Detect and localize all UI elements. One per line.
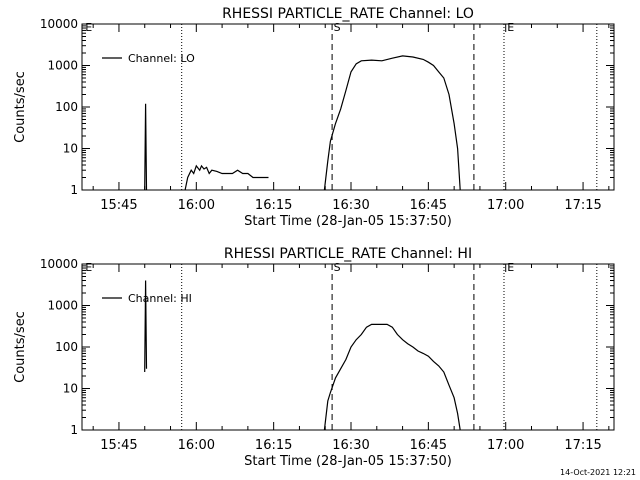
x-tick-label: 16:15	[255, 198, 292, 213]
x-tick-label: 16:00	[178, 438, 215, 453]
chart-title: RHESSI PARTICLE_RATE Channel: HI	[224, 246, 472, 262]
marker-label: E	[507, 21, 514, 34]
legend-label: Channel: LO	[128, 52, 195, 65]
x-tick-label: 17:15	[564, 438, 601, 453]
y-tick-label: 10000	[40, 257, 78, 271]
x-tick-label: 16:15	[255, 438, 292, 453]
y-tick-label: 1000	[47, 299, 78, 313]
y-tick-label: 10000	[40, 17, 78, 31]
x-tick-label: 15:45	[100, 198, 137, 213]
series-line	[144, 103, 148, 191]
x-tick-label: 17:00	[487, 438, 524, 453]
x-axis-label: Start Time (28-Jan-05 15:37:50)	[244, 454, 452, 469]
plot-frame	[81, 23, 615, 191]
y-axis-label: Counts/sec	[13, 311, 28, 383]
y-tick-label: 100	[55, 100, 78, 114]
y-tick-label: 1000	[47, 59, 78, 73]
marker-label: S	[334, 261, 341, 274]
x-tick-label: 16:30	[332, 198, 369, 213]
y-tick-label: 1	[70, 423, 78, 437]
panel-lo: RHESSI PARTICLE_RATE Channel: LO Start Ti…	[13, 6, 615, 229]
y-axis-label: Counts/sec	[13, 71, 28, 143]
marker-label: E	[85, 21, 92, 34]
footer-timestamp: 14-Oct-2021 12:21	[560, 468, 636, 477]
marker-label: E	[85, 261, 92, 274]
series-line	[323, 323, 461, 431]
series-line	[323, 55, 461, 191]
chart-title: RHESSI PARTICLE_RATE Channel: LO	[222, 6, 474, 22]
y-tick-label: 10	[63, 142, 78, 156]
marker-label: S	[334, 21, 341, 34]
x-tick-label: 16:45	[410, 438, 447, 453]
x-tick-label: 17:15	[564, 198, 601, 213]
x-tick-label: 16:00	[178, 198, 215, 213]
x-axis-label: Start Time (28-Jan-05 15:37:50)	[244, 214, 452, 229]
y-tick-label: 100	[55, 340, 78, 354]
x-tick-label: 15:45	[100, 438, 137, 453]
y-tick-label: 10	[63, 382, 78, 396]
x-tick-label: 17:00	[487, 198, 524, 213]
series-line	[144, 280, 148, 373]
x-tick-label: 16:45	[410, 198, 447, 213]
marker-label: E	[507, 261, 514, 274]
series-line	[184, 164, 269, 191]
y-tick-label: 1	[70, 183, 78, 197]
panel-hi: RHESSI PARTICLE_RATE Channel: HI Start Ti…	[13, 246, 615, 469]
x-tick-label: 16:30	[332, 438, 369, 453]
legend-label: Channel: HI	[128, 292, 192, 305]
plot-frame	[81, 263, 615, 431]
